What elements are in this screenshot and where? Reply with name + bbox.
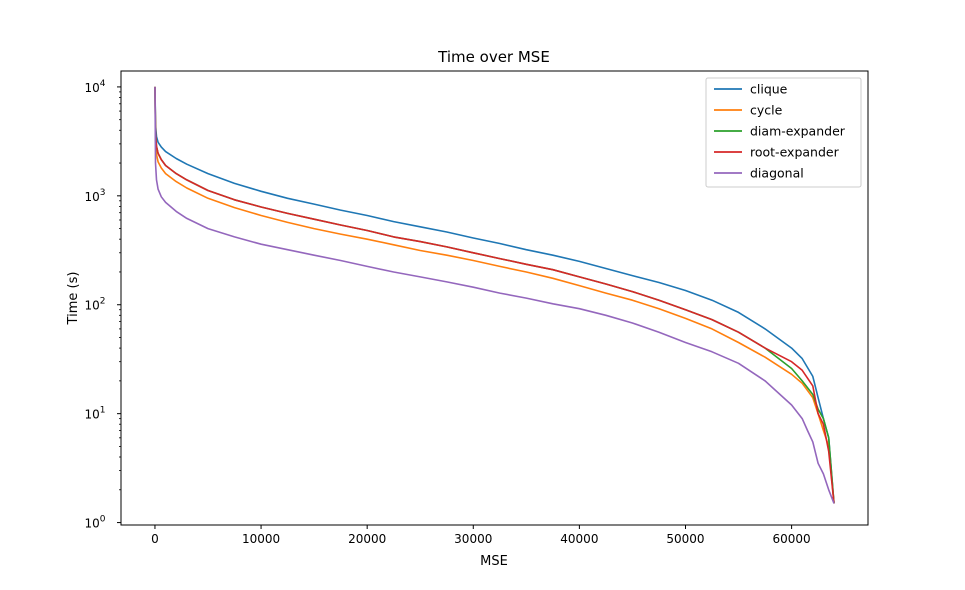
y-tick-label: 100 bbox=[84, 515, 105, 531]
y-tick-label: 101 bbox=[84, 406, 105, 422]
y-tick-base: 10 bbox=[84, 517, 99, 531]
x-tick-label: 10000 bbox=[242, 532, 280, 546]
y-tick-exponent: 4 bbox=[100, 79, 106, 89]
y-axis-label: Time (s) bbox=[66, 272, 81, 326]
y-tick-label: 102 bbox=[84, 297, 105, 313]
x-tick-label: 30000 bbox=[454, 532, 492, 546]
series-line-diagonal bbox=[154, 86, 835, 504]
x-tick-label: 0 bbox=[151, 532, 159, 546]
x-axis-label: MSE bbox=[480, 554, 508, 569]
x-axis: 0 10000 20000 30000 40000 50000 60000 bbox=[151, 525, 811, 546]
legend-label-diam-expander: diam-expander bbox=[750, 124, 846, 139]
series-line-clique bbox=[154, 86, 835, 504]
legend-label-diagonal: diagonal bbox=[750, 166, 804, 181]
plot-frame bbox=[120, 70, 869, 526]
x-tick-label: 40000 bbox=[560, 532, 598, 546]
y-tick-base: 10 bbox=[84, 299, 99, 313]
y-tick-label: 104 bbox=[84, 79, 105, 95]
plot-lines bbox=[154, 86, 835, 504]
y-tick-exponent: 1 bbox=[100, 406, 106, 416]
legend-box bbox=[705, 77, 862, 188]
y-tick-base: 10 bbox=[84, 81, 99, 95]
y-tick-base: 10 bbox=[84, 190, 99, 204]
legend-label-clique: clique bbox=[750, 82, 788, 97]
series-line-root-expander bbox=[154, 86, 835, 504]
y-tick-base: 10 bbox=[84, 408, 99, 422]
x-tick-label: 60000 bbox=[773, 532, 811, 546]
chart-title: Time over MSE bbox=[437, 48, 550, 66]
x-tick-label: 20000 bbox=[348, 532, 386, 546]
legend: clique cycle diam-expander root-expander dia… bbox=[705, 77, 862, 188]
y-tick-label: 103 bbox=[84, 188, 105, 204]
legend-label-cycle: cycle bbox=[750, 103, 783, 118]
legend-label-root-expander: root-expander bbox=[750, 145, 840, 160]
y-tick-exponent: 0 bbox=[100, 515, 106, 525]
y-tick-exponent: 2 bbox=[100, 297, 106, 307]
y-tick-exponent: 3 bbox=[100, 188, 106, 198]
series-line-cycle bbox=[154, 86, 835, 504]
x-tick-label: 50000 bbox=[666, 532, 704, 546]
